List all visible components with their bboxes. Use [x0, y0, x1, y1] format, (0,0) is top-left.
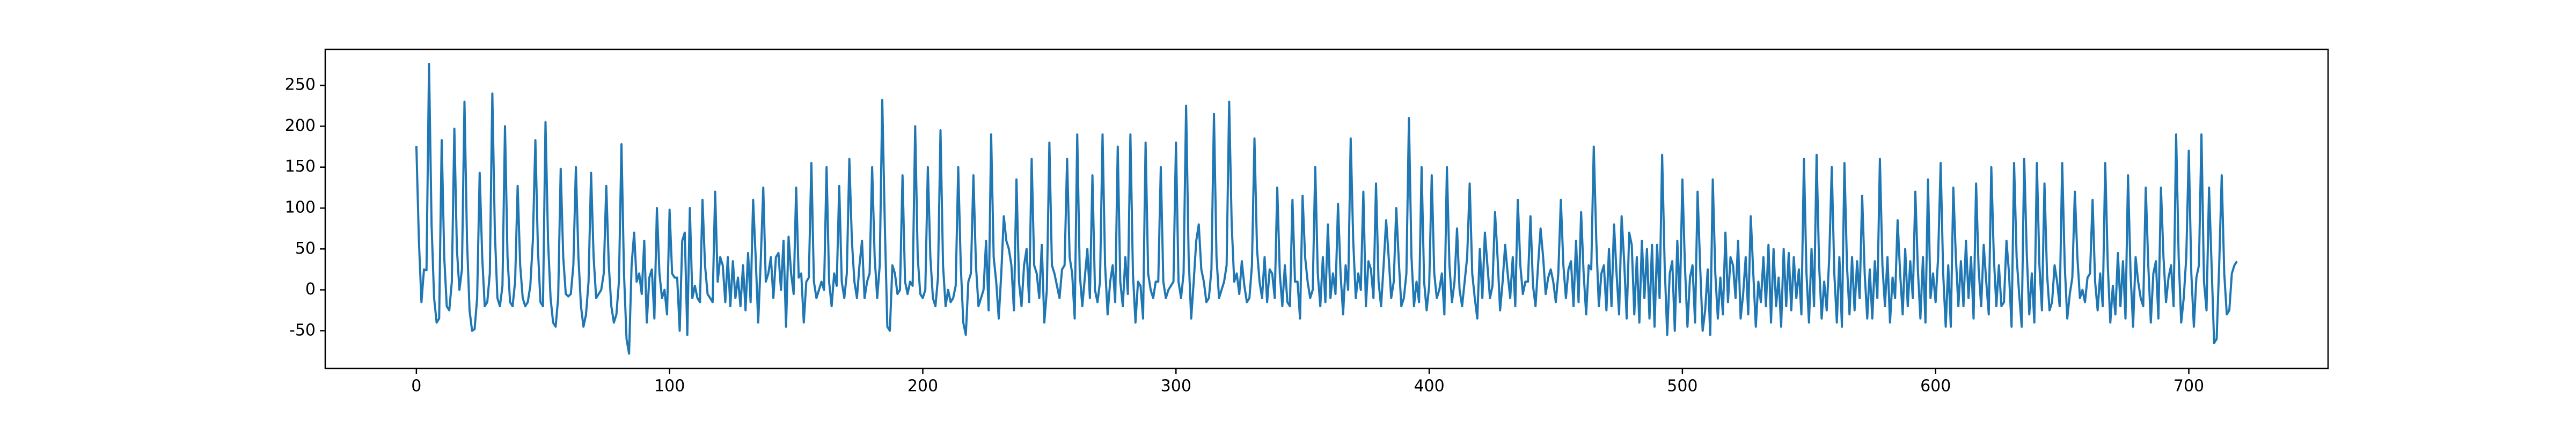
x-tick-label: 0 — [411, 377, 421, 396]
y-tick-label: 200 — [285, 116, 316, 135]
y-tick-label: 150 — [285, 157, 316, 176]
x-tick-label: 300 — [1161, 377, 1191, 396]
x-tick-label: 700 — [2174, 377, 2204, 396]
x-tick-label: 200 — [908, 377, 938, 396]
axes-frame — [324, 48, 2329, 369]
y-tick-label: 100 — [285, 198, 316, 217]
x-tick-label: 600 — [1920, 377, 1951, 396]
y-tick-label: 0 — [305, 280, 316, 299]
x-tick-label: 400 — [1414, 377, 1444, 396]
y-tick-label: -50 — [289, 321, 316, 339]
x-tick-label: 100 — [654, 377, 685, 396]
y-tick-label: 50 — [295, 239, 316, 258]
y-tick-label: 250 — [285, 76, 316, 94]
x-tick-label: 500 — [1667, 377, 1697, 396]
data-line — [415, 63, 2238, 355]
